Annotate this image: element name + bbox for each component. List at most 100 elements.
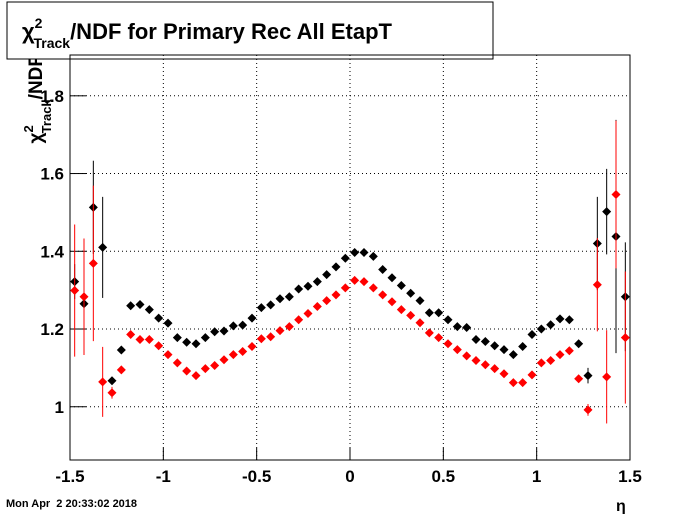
marker: [424, 328, 434, 338]
marker: [471, 335, 481, 345]
marker: [518, 378, 528, 388]
marker: [135, 335, 145, 345]
marker: [387, 297, 397, 307]
x-tick-label: 0.5: [432, 467, 456, 486]
marker: [424, 308, 434, 318]
marker: [191, 339, 201, 349]
marker: [126, 301, 136, 311]
marker: [452, 345, 462, 355]
marker: [182, 337, 192, 347]
marker: [266, 332, 276, 342]
marker: [219, 326, 229, 336]
marker: [70, 286, 80, 296]
marker: [247, 313, 257, 323]
chart-title: χ2 Track/NDF for Primary Rec All EtapT: [22, 15, 393, 51]
x-tick-label: 1.5: [618, 467, 642, 486]
x-tick-label: -1: [156, 467, 171, 486]
x-axis-label: η: [616, 498, 626, 514]
marker: [434, 308, 444, 318]
marker: [191, 371, 201, 381]
marker: [135, 300, 145, 310]
marker: [396, 305, 406, 315]
marker: [98, 242, 108, 252]
marker: [508, 378, 518, 388]
marker: [228, 350, 238, 360]
marker: [527, 370, 537, 380]
marker: [247, 342, 257, 352]
marker: [583, 371, 593, 381]
marker: [490, 341, 500, 351]
marker: [284, 322, 294, 332]
marker: [527, 329, 537, 339]
marker: [275, 294, 285, 304]
marker: [415, 296, 425, 306]
marker: [406, 310, 416, 320]
marker: [210, 361, 220, 371]
marker: [88, 258, 98, 268]
marker: [443, 315, 453, 325]
marker: [116, 345, 126, 355]
marker: [266, 300, 276, 310]
marker: [144, 305, 154, 315]
marker: [256, 303, 266, 313]
marker: [359, 277, 369, 287]
marker: [126, 329, 136, 339]
marker: [602, 372, 612, 382]
marker: [350, 275, 360, 285]
marker: [378, 265, 388, 275]
x-tick-label: -1.5: [55, 467, 84, 486]
marker: [406, 288, 416, 298]
marker: [359, 247, 369, 257]
marker: [331, 290, 341, 300]
marker: [574, 339, 584, 349]
marker: [583, 405, 593, 415]
marker: [154, 341, 164, 351]
marker: [546, 320, 556, 330]
marker: [182, 366, 192, 376]
marker: [387, 273, 397, 283]
x-tick-label: 0: [345, 467, 354, 486]
marker: [163, 318, 173, 328]
marker: [564, 346, 574, 356]
y-tick-label: 1.2: [40, 320, 64, 339]
marker: [536, 324, 546, 334]
marker: [368, 283, 378, 293]
marker: [172, 333, 182, 343]
marker: [443, 339, 453, 349]
marker: [499, 345, 509, 355]
marker: [256, 334, 266, 344]
marker: [116, 365, 126, 375]
marker: [275, 326, 285, 336]
marker: [536, 358, 546, 368]
marker: [303, 281, 313, 291]
marker: [518, 342, 528, 352]
marker: [107, 388, 117, 398]
marker: [546, 355, 556, 365]
marker: [350, 247, 360, 257]
marker: [462, 351, 472, 361]
marker: [574, 374, 584, 384]
marker: [555, 314, 565, 324]
y-tick-label: 1.8: [40, 87, 64, 106]
marker: [322, 270, 332, 280]
marker: [107, 376, 117, 386]
marker: [434, 333, 444, 343]
marker: [238, 320, 248, 330]
marker: [602, 207, 612, 217]
marker: [331, 262, 341, 272]
marker: [555, 350, 565, 360]
marker: [284, 292, 294, 302]
marker: [592, 280, 602, 290]
marker: [611, 190, 621, 200]
marker: [490, 364, 500, 374]
y-tick-label: 1: [55, 398, 64, 417]
y-axis-label: χ2 Track/NDF: [21, 55, 54, 144]
marker: [200, 364, 210, 374]
marker: [480, 360, 490, 370]
marker: [172, 358, 182, 368]
marker: [368, 251, 378, 261]
marker: [452, 322, 462, 332]
x-tick-label: -0.5: [242, 467, 271, 486]
